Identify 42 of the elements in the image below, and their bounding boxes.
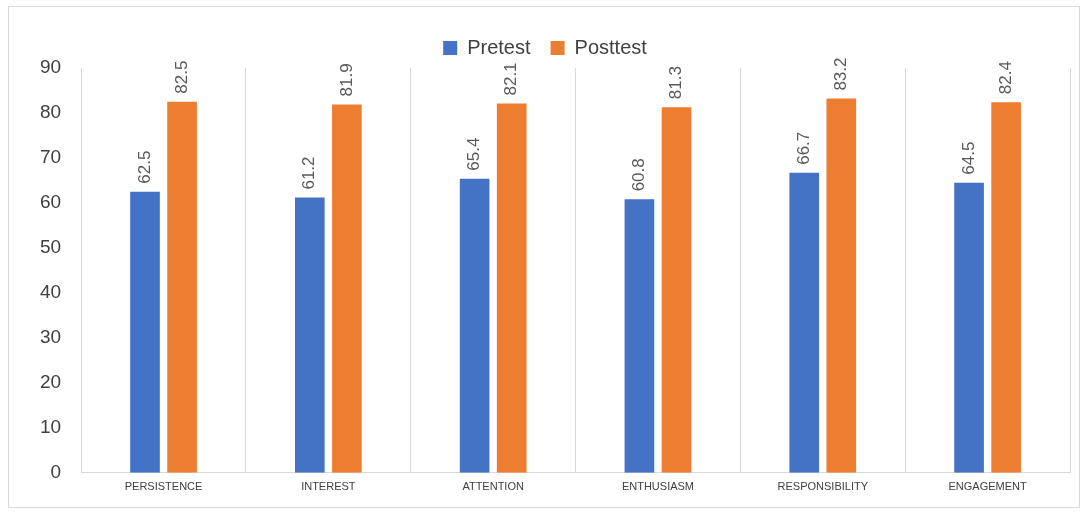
data-label: 62.5 bbox=[134, 150, 154, 184]
bar bbox=[130, 191, 160, 473]
data-label: 82.1 bbox=[501, 62, 521, 96]
legend-label: Pretest bbox=[467, 35, 531, 58]
data-label: 83.2 bbox=[831, 57, 851, 91]
bar bbox=[954, 182, 984, 473]
x-tick-label: RESPONSIBILITY bbox=[777, 480, 869, 493]
data-label: 65.4 bbox=[464, 137, 484, 171]
y-tick-label: 60 bbox=[39, 191, 62, 213]
bar bbox=[661, 107, 692, 473]
x-tick-label: ENTHUSIASM bbox=[621, 480, 695, 493]
bar bbox=[991, 102, 1021, 473]
data-label: 61.2 bbox=[299, 156, 319, 190]
bar bbox=[459, 178, 490, 473]
y-tick-label: 90 bbox=[39, 56, 62, 78]
bar bbox=[624, 199, 655, 473]
legend-label: Posttest bbox=[574, 35, 648, 58]
y-tick-label: 70 bbox=[39, 146, 62, 168]
y-tick-label: 40 bbox=[39, 281, 62, 303]
data-label: 66.7 bbox=[793, 131, 813, 165]
data-label: 81.9 bbox=[336, 63, 356, 97]
x-tick-label: ATTENTION bbox=[462, 480, 524, 493]
bar bbox=[332, 104, 362, 473]
data-label: 82.4 bbox=[995, 61, 1015, 95]
data-label: 81.3 bbox=[666, 66, 686, 100]
bar bbox=[789, 172, 820, 473]
y-tick-label: 80 bbox=[39, 101, 62, 123]
bar bbox=[826, 98, 857, 473]
y-tick-label: 30 bbox=[39, 326, 62, 348]
x-tick-label: INTEREST bbox=[301, 480, 356, 493]
data-label: 60.8 bbox=[629, 158, 649, 192]
data-label: 82.5 bbox=[171, 60, 191, 94]
bar bbox=[167, 101, 197, 473]
x-tick-label: ENGAGEMENT bbox=[948, 480, 1027, 493]
y-tick-label: 50 bbox=[39, 236, 62, 258]
x-tick-label: PERSISTENCE bbox=[124, 480, 203, 493]
bar bbox=[294, 197, 325, 473]
y-tick-label: 0 bbox=[50, 461, 62, 483]
y-tick-label: 10 bbox=[39, 416, 62, 438]
data-label: 64.5 bbox=[958, 141, 978, 175]
bar bbox=[496, 103, 527, 473]
y-tick-label: 20 bbox=[39, 371, 62, 393]
